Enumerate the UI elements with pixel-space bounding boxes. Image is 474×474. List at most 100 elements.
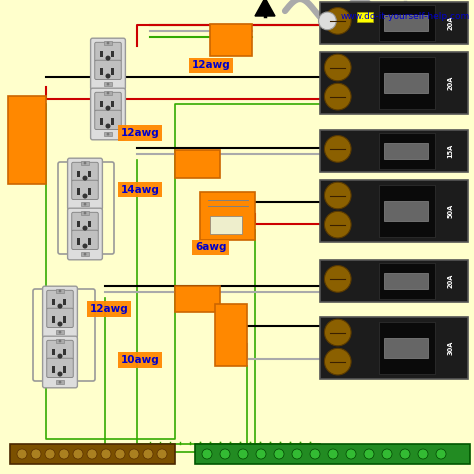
Bar: [100, 68, 103, 74]
FancyBboxPatch shape: [43, 286, 77, 338]
Circle shape: [107, 133, 109, 136]
Circle shape: [59, 339, 62, 342]
Circle shape: [310, 449, 320, 459]
Circle shape: [346, 449, 356, 459]
Circle shape: [57, 321, 63, 327]
Text: 12awg: 12awg: [120, 128, 159, 138]
Bar: [111, 68, 114, 74]
Circle shape: [292, 449, 302, 459]
Circle shape: [324, 54, 351, 81]
Bar: [77, 238, 80, 245]
Bar: [383, 338, 428, 358]
Circle shape: [324, 83, 351, 110]
Circle shape: [57, 304, 63, 309]
Circle shape: [83, 162, 86, 164]
Bar: [100, 100, 103, 107]
Bar: [63, 317, 65, 323]
Circle shape: [157, 449, 167, 459]
Circle shape: [82, 193, 88, 199]
FancyBboxPatch shape: [95, 110, 121, 129]
Circle shape: [238, 449, 248, 459]
Bar: [104, 132, 112, 136]
Circle shape: [82, 226, 88, 231]
Text: 15A: 15A: [447, 144, 453, 158]
Circle shape: [17, 449, 27, 459]
Bar: [210, 216, 242, 234]
Bar: [81, 211, 89, 215]
Circle shape: [83, 211, 86, 214]
Bar: [379, 264, 436, 299]
Bar: [100, 118, 103, 125]
Circle shape: [382, 449, 392, 459]
Bar: [52, 317, 55, 323]
Circle shape: [83, 253, 86, 255]
Circle shape: [106, 124, 110, 128]
Circle shape: [129, 449, 139, 459]
Polygon shape: [255, 0, 275, 16]
Circle shape: [106, 73, 110, 79]
Bar: [357, 12, 374, 22]
Bar: [56, 289, 64, 292]
Bar: [379, 5, 436, 41]
Circle shape: [202, 449, 212, 459]
Circle shape: [364, 449, 374, 459]
Bar: [10, 444, 175, 464]
Bar: [52, 366, 55, 373]
Circle shape: [115, 449, 125, 459]
Circle shape: [220, 449, 230, 459]
Bar: [195, 444, 470, 464]
Circle shape: [324, 265, 351, 292]
Bar: [81, 202, 89, 206]
Bar: [63, 366, 65, 373]
Circle shape: [82, 244, 88, 248]
Bar: [320, 2, 468, 44]
Bar: [175, 150, 220, 178]
FancyBboxPatch shape: [72, 180, 98, 200]
Bar: [81, 253, 89, 256]
FancyBboxPatch shape: [43, 336, 77, 388]
Bar: [56, 339, 64, 343]
Bar: [379, 57, 436, 109]
FancyBboxPatch shape: [91, 38, 126, 90]
Circle shape: [106, 106, 110, 110]
Circle shape: [143, 449, 153, 459]
FancyBboxPatch shape: [47, 340, 73, 360]
Circle shape: [45, 449, 55, 459]
FancyBboxPatch shape: [47, 308, 73, 328]
Text: 6awg: 6awg: [195, 242, 227, 253]
Bar: [52, 299, 55, 305]
Bar: [379, 133, 436, 169]
Circle shape: [101, 449, 111, 459]
Circle shape: [324, 182, 351, 209]
Circle shape: [59, 290, 62, 292]
Bar: [383, 273, 428, 289]
Circle shape: [274, 449, 284, 459]
Bar: [56, 330, 64, 334]
Circle shape: [324, 136, 351, 162]
Circle shape: [324, 211, 351, 238]
Circle shape: [436, 449, 446, 459]
Bar: [63, 299, 65, 305]
Bar: [104, 82, 112, 86]
Bar: [320, 317, 468, 379]
Circle shape: [59, 449, 69, 459]
Circle shape: [106, 55, 110, 61]
Bar: [77, 220, 80, 227]
Bar: [215, 304, 247, 366]
FancyBboxPatch shape: [95, 92, 121, 111]
Circle shape: [400, 449, 410, 459]
Bar: [81, 161, 89, 164]
Bar: [320, 180, 468, 242]
Bar: [383, 201, 428, 221]
FancyBboxPatch shape: [47, 358, 73, 377]
Bar: [100, 51, 103, 57]
Text: 12awg: 12awg: [90, 304, 128, 314]
Text: 20A: 20A: [447, 274, 453, 288]
FancyBboxPatch shape: [95, 60, 121, 80]
Bar: [383, 73, 428, 93]
Circle shape: [319, 12, 336, 30]
Text: 14awg: 14awg: [120, 184, 159, 195]
Bar: [200, 192, 255, 240]
Circle shape: [256, 449, 266, 459]
Circle shape: [57, 372, 63, 376]
